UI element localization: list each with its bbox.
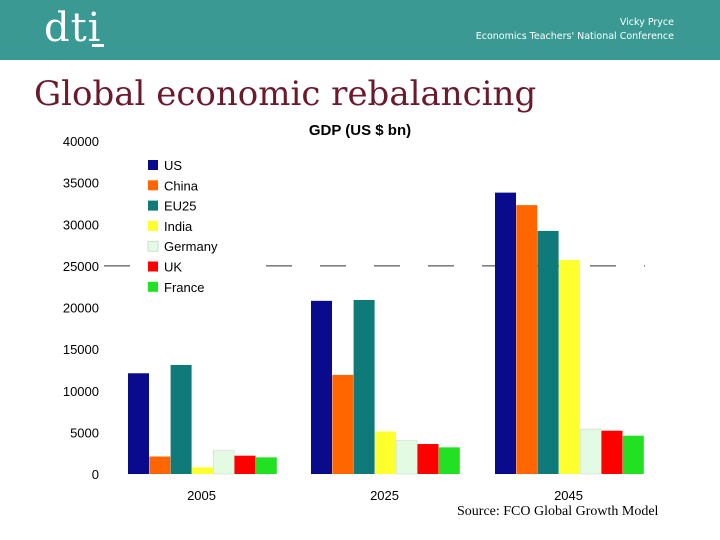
legend-label-us: US xyxy=(164,158,182,173)
legend-label-uk: UK xyxy=(164,260,182,275)
bar-eu25-2025 xyxy=(353,300,375,474)
y-tick-label-30000: 30000 xyxy=(63,217,99,232)
bar-us-2045 xyxy=(495,192,516,475)
legend-swatch-france xyxy=(148,281,158,292)
x-axis-tick-labels: 2005 2025 2045 xyxy=(187,488,583,503)
bar-uk-2025 xyxy=(417,444,439,474)
x-tick-label-2005: 2005 xyxy=(187,488,216,503)
gdp-chart: GDP (US $ bn) 0 5000 10000 15000 20000 25000 3… xyxy=(63,122,645,503)
legend-label-eu25: EU25 xyxy=(164,199,197,214)
legend-label-france: France xyxy=(164,280,204,295)
bar-india-2005 xyxy=(191,467,213,474)
y-tick-label-5000: 5000 xyxy=(70,425,99,440)
legend-swatch-us xyxy=(148,160,158,170)
speaker-info: Vicky Pryce Economics Teachers' National… xyxy=(476,16,674,44)
bar-eu25-2045 xyxy=(537,230,559,474)
bar-india-2025 xyxy=(374,431,396,474)
logo-underline xyxy=(92,44,104,47)
bar-uk-2005 xyxy=(234,455,256,474)
y-axis-tick-labels: 0 5000 10000 15000 20000 25000 30000 35000 40000 xyxy=(63,134,99,482)
y-tick-label-35000: 35000 xyxy=(63,176,99,191)
y-tick-label-40000: 40000 xyxy=(63,134,99,149)
y-tick-label-10000: 10000 xyxy=(63,384,99,399)
bar-us-2005 xyxy=(128,373,149,474)
slide-title: Global economic rebalancing xyxy=(34,74,537,114)
x-tick-label-2045: 2045 xyxy=(554,488,583,503)
bar-china-2045 xyxy=(516,205,538,475)
bar-germany-2005 xyxy=(212,450,235,475)
y-tick-label-20000: 20000 xyxy=(63,301,99,316)
x-tick-label-2025: 2025 xyxy=(370,488,399,503)
legend-swatch-india xyxy=(148,220,158,231)
legend-label-germany: Germany xyxy=(164,239,218,254)
bar-us-2025 xyxy=(311,300,332,474)
bar-germany-2045 xyxy=(579,428,602,475)
y-tick-label-15000: 15000 xyxy=(63,342,99,357)
bar-china-2005 xyxy=(149,456,171,474)
dti-logo: dti xyxy=(44,5,102,51)
y-tick-label-0: 0 xyxy=(92,467,99,482)
bar-germany-2025 xyxy=(395,440,418,475)
bar-india-2045 xyxy=(558,260,580,474)
legend-swatch-china xyxy=(148,180,158,191)
legend-swatch-uk xyxy=(148,261,158,272)
legend-label-china: China xyxy=(164,178,199,193)
bar-eu25-2005 xyxy=(170,364,192,474)
bar-china-2025 xyxy=(332,374,354,474)
legend-swatch-eu25 xyxy=(148,200,158,211)
legend-label-india: India xyxy=(164,219,193,234)
bar-france-2045 xyxy=(622,435,644,474)
bar-uk-2045 xyxy=(601,430,623,474)
speaker-name: Vicky Pryce xyxy=(619,17,674,28)
header-banner: dti Vicky Pryce Economics Teachers' Nati… xyxy=(0,0,720,60)
chart-title: GDP (US $ bn) xyxy=(309,122,411,139)
y-tick-label-25000: 25000 xyxy=(63,259,99,274)
legend: US China EU25 India Germany UK France xyxy=(142,154,240,296)
source-note: Source: FCO Global Growth Model xyxy=(457,504,659,519)
legend-swatch-germany xyxy=(147,240,159,252)
event-name: Economics Teachers' National Conference xyxy=(475,31,674,42)
bar-france-2025 xyxy=(438,447,460,474)
bar-series xyxy=(128,192,644,475)
legend-background xyxy=(142,154,240,296)
bar-france-2005 xyxy=(255,457,277,474)
